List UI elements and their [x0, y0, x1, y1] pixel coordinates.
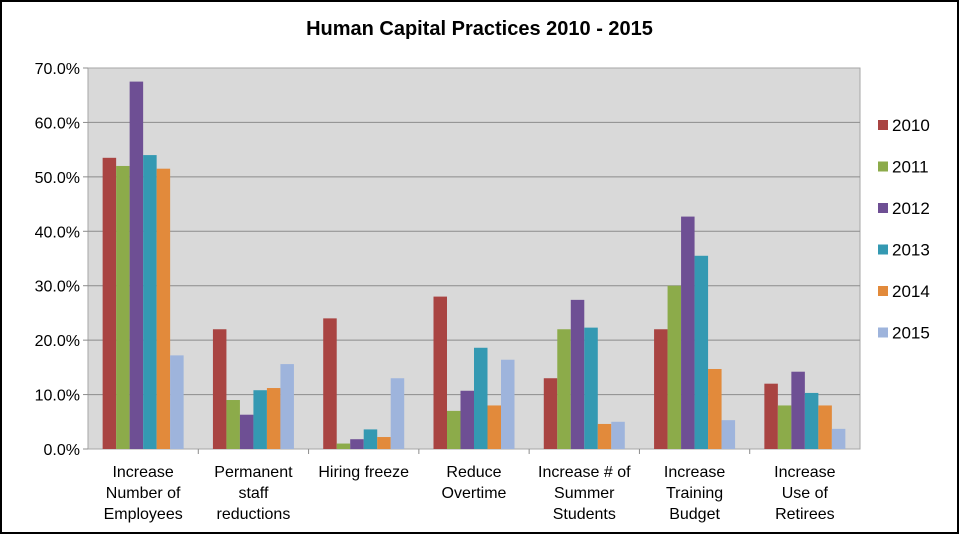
bar-2012	[791, 371, 805, 449]
bar-2014	[597, 423, 612, 449]
bar-2010	[323, 318, 337, 449]
x-tick-label: Increase # of Summer Students	[538, 464, 631, 523]
bar-2013	[253, 390, 267, 449]
bar-2015	[721, 420, 736, 449]
y-tick-label: 10.0%	[35, 388, 80, 405]
y-tick-label: 50.0%	[35, 170, 80, 187]
bar-2014	[708, 368, 722, 449]
x-tick-label: Increase Number of Employees	[104, 464, 183, 523]
bar-2012	[129, 81, 144, 449]
bar-2015	[611, 421, 625, 449]
bar-2010	[654, 329, 668, 449]
bar-2015	[170, 355, 184, 449]
bar-2010	[764, 383, 778, 449]
bar-2015	[831, 428, 846, 449]
bar-2013	[474, 347, 488, 449]
y-tick-label: 70.0%	[35, 61, 80, 78]
legend-label-2014: 2014	[892, 282, 930, 301]
legend-swatch-2015	[878, 327, 888, 338]
chart-title: Human Capital Practices 2010 - 2015	[306, 18, 653, 40]
bar-2013	[143, 155, 157, 450]
bar-2010	[433, 296, 447, 449]
bar-2011	[667, 285, 682, 449]
legend-swatch-2010	[878, 120, 888, 130]
bar-2014	[818, 405, 832, 449]
legend-swatch-2014	[878, 286, 888, 296]
bar-2010	[102, 157, 117, 450]
bar-2014	[487, 405, 501, 449]
bar-2010	[543, 378, 558, 449]
legend-swatch-2011	[878, 161, 888, 172]
bar-2012	[681, 216, 695, 449]
bar-2013	[363, 429, 378, 449]
x-tick-label: Permanent staff reductions	[214, 464, 293, 523]
legend-label-2010: 2010	[892, 116, 930, 135]
bar-2011	[447, 410, 461, 449]
bar-2013	[694, 255, 709, 449]
y-tick-label: 60.0%	[35, 115, 80, 132]
bar-2011	[226, 400, 240, 449]
y-tick-label: 40.0%	[35, 224, 80, 241]
bar-2014	[377, 437, 391, 449]
bar-2011	[336, 443, 351, 449]
legend-label-2012: 2012	[892, 199, 930, 218]
bar-2014	[156, 168, 171, 449]
x-tick-label: Hiring freeze	[318, 464, 409, 481]
bar-2010	[212, 329, 227, 449]
bar-2012	[570, 299, 585, 449]
bar-2012	[350, 439, 364, 449]
bar-2011	[116, 165, 130, 449]
legend-swatch-2013	[878, 244, 888, 255]
bar-2015	[501, 359, 515, 449]
legend-swatch-2012	[878, 203, 888, 213]
bar-2014	[266, 388, 281, 449]
bar-2013	[804, 392, 819, 449]
y-tick-label: 20.0%	[35, 333, 80, 350]
bar-2015	[390, 378, 405, 449]
x-tick-label: Increase Training Budget	[664, 464, 725, 523]
bar-2011	[557, 329, 571, 449]
bar-2012	[239, 414, 254, 449]
bar-2011	[777, 405, 792, 449]
legend-label-2015: 2015	[892, 324, 930, 343]
x-tick-label: Reduce Overtime	[442, 464, 507, 502]
bar-2015	[280, 364, 294, 449]
legend-label-2013: 2013	[892, 241, 930, 260]
y-tick-label: 30.0%	[35, 279, 80, 296]
x-tick-label: Increase Use of Retirees	[774, 464, 835, 523]
y-tick-label: 0.0%	[44, 442, 80, 459]
legend-label-2011: 2011	[892, 158, 929, 177]
bar-2012	[460, 390, 474, 449]
bar-2013	[584, 327, 598, 449]
